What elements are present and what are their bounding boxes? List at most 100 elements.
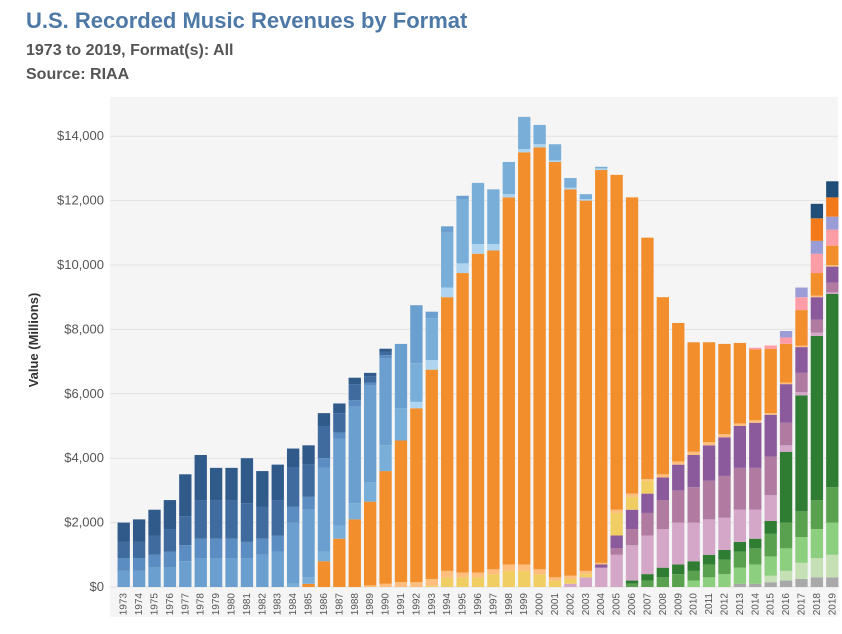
bar-segment[interactable] (302, 464, 315, 497)
bar-segment[interactable] (441, 232, 454, 288)
bar-segment[interactable] (826, 216, 839, 230)
bar-segment[interactable] (364, 501, 377, 586)
bar-segment[interactable] (548, 161, 562, 578)
bar-segment[interactable] (379, 583, 392, 587)
bar-segment[interactable] (379, 351, 392, 356)
bar-segment[interactable] (410, 305, 423, 364)
bar-segment[interactable] (364, 382, 377, 386)
bar-segment[interactable] (779, 337, 793, 344)
bar-segment[interactable] (364, 372, 377, 377)
bar-segment[interactable] (502, 197, 515, 565)
bar-segment[interactable] (779, 580, 793, 587)
bar-segment[interactable] (595, 564, 608, 568)
bar-segment[interactable] (410, 582, 423, 587)
bar-segment[interactable] (163, 567, 177, 587)
bar-segment[interactable] (656, 577, 670, 587)
bar-segment[interactable] (702, 564, 716, 578)
bar-segment[interactable] (379, 348, 392, 352)
bar-segment[interactable] (810, 295, 824, 298)
bar-segment[interactable] (810, 500, 824, 530)
bar-segment[interactable] (764, 414, 777, 457)
bar-segment[interactable] (810, 273, 824, 296)
bar-segment[interactable] (625, 509, 639, 530)
bar-segment[interactable] (749, 548, 762, 565)
bar-segment[interactable] (625, 529, 639, 546)
bar-segment[interactable] (826, 554, 839, 578)
bar-segment[interactable] (749, 564, 762, 584)
bar-segment[interactable] (810, 240, 824, 254)
bar-segment[interactable] (656, 500, 670, 530)
bar-segment[interactable] (518, 570, 531, 587)
bar-segment[interactable] (487, 244, 500, 251)
bar-segment[interactable] (625, 580, 639, 584)
bar-segment[interactable] (672, 464, 685, 491)
bar-segment[interactable] (117, 570, 130, 587)
bar-segment[interactable] (610, 535, 623, 549)
bar-segment[interactable] (826, 282, 839, 293)
bar-segment[interactable] (425, 578, 438, 586)
bar-segment[interactable] (471, 572, 485, 578)
bar-segment[interactable] (132, 570, 146, 587)
bar-segment[interactable] (317, 413, 331, 426)
bar-segment[interactable] (379, 471, 392, 584)
bar-segment[interactable] (441, 226, 454, 233)
bar-segment[interactable] (379, 355, 392, 359)
bar-segment[interactable] (194, 558, 207, 587)
bar-segment[interactable] (795, 395, 808, 512)
bar-segment[interactable] (610, 512, 623, 536)
bar-segment[interactable] (641, 479, 654, 481)
bar-segment[interactable] (749, 467, 762, 510)
bar-segment[interactable] (179, 545, 192, 562)
bar-segment[interactable] (595, 567, 608, 587)
bar-segment[interactable] (595, 562, 608, 565)
bar-segment[interactable] (471, 253, 485, 573)
bar-segment[interactable] (826, 487, 839, 523)
bar-segment[interactable] (764, 495, 777, 521)
bar-segment[interactable] (749, 583, 762, 587)
bar-segment[interactable] (733, 342, 747, 424)
bar-segment[interactable] (764, 456, 777, 496)
bar-segment[interactable] (394, 408, 408, 441)
bar-segment[interactable] (225, 500, 238, 539)
bar-segment[interactable] (533, 124, 546, 145)
bar-segment[interactable] (702, 577, 716, 587)
bar-segment[interactable] (394, 582, 408, 587)
bar-segment[interactable] (718, 343, 731, 435)
bar-segment[interactable] (779, 382, 793, 385)
bar-segment[interactable] (364, 482, 377, 502)
bar-segment[interactable] (256, 471, 269, 507)
bar-segment[interactable] (394, 440, 408, 583)
bar-segment[interactable] (687, 487, 700, 523)
bar-segment[interactable] (148, 554, 161, 568)
bar-segment[interactable] (595, 170, 608, 563)
bar-segment[interactable] (749, 420, 762, 423)
bar-segment[interactable] (749, 349, 762, 421)
bar-segment[interactable] (795, 392, 808, 396)
bar-segment[interactable] (795, 345, 808, 348)
bar-segment[interactable] (456, 195, 469, 199)
bar-segment[interactable] (733, 583, 747, 587)
bar-segment[interactable] (718, 559, 731, 575)
bar-segment[interactable] (364, 585, 377, 587)
bar-segment[interactable] (641, 237, 654, 480)
bar-segment[interactable] (718, 434, 731, 438)
bar-segment[interactable] (672, 564, 685, 575)
bar-segment[interactable] (826, 229, 839, 246)
bar-segment[interactable] (764, 345, 777, 349)
bar-segment[interactable] (179, 516, 192, 546)
bar-segment[interactable] (579, 577, 592, 587)
bar-segment[interactable] (826, 181, 839, 198)
bar-segment[interactable] (795, 511, 808, 538)
bar-segment[interactable] (795, 372, 808, 393)
bar-segment[interactable] (579, 200, 592, 571)
bar-segment[interactable] (410, 401, 423, 409)
bar-segment[interactable] (317, 458, 331, 468)
bar-segment[interactable] (225, 467, 238, 501)
bar-segment[interactable] (132, 541, 146, 559)
bar-segment[interactable] (810, 297, 824, 320)
bar-segment[interactable] (687, 561, 700, 571)
bar-segment[interactable] (672, 522, 685, 565)
bar-segment[interactable] (518, 116, 531, 150)
bar-segment[interactable] (471, 577, 485, 587)
bar-segment[interactable] (779, 343, 793, 383)
